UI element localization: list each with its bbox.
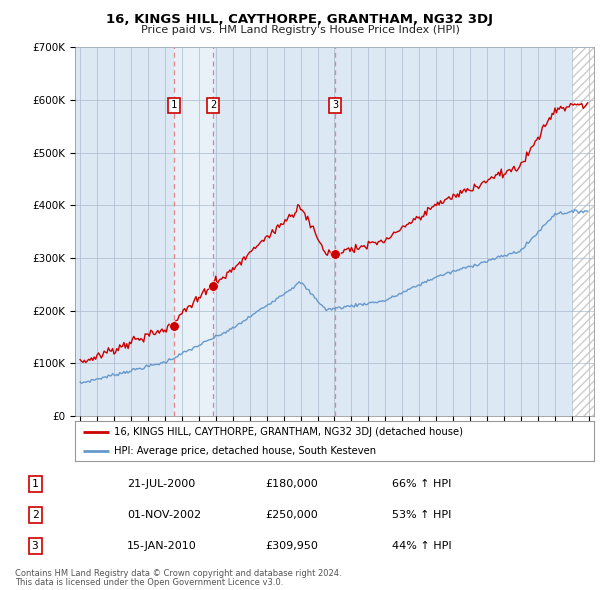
Text: 16, KINGS HILL, CAYTHORPE, GRANTHAM, NG32 3DJ (detached house): 16, KINGS HILL, CAYTHORPE, GRANTHAM, NG3… — [114, 428, 463, 438]
Text: £309,950: £309,950 — [265, 541, 319, 551]
Text: 44% ↑ HPI: 44% ↑ HPI — [392, 541, 452, 551]
Text: 15-JAN-2010: 15-JAN-2010 — [127, 541, 197, 551]
Text: £250,000: £250,000 — [265, 510, 318, 520]
Text: 66% ↑ HPI: 66% ↑ HPI — [392, 478, 452, 489]
Text: Price paid vs. HM Land Registry's House Price Index (HPI): Price paid vs. HM Land Registry's House … — [140, 25, 460, 35]
Text: 3: 3 — [32, 541, 38, 551]
Text: 3: 3 — [332, 100, 338, 110]
Bar — [174, 47, 213, 416]
Text: 01-NOV-2002: 01-NOV-2002 — [127, 510, 202, 520]
Text: Contains HM Land Registry data © Crown copyright and database right 2024.: Contains HM Land Registry data © Crown c… — [15, 569, 341, 578]
Text: This data is licensed under the Open Government Licence v3.0.: This data is licensed under the Open Gov… — [15, 578, 283, 587]
Bar — [572, 47, 600, 416]
Text: HPI: Average price, detached house, South Kesteven: HPI: Average price, detached house, Sout… — [114, 447, 376, 456]
Text: 53% ↑ HPI: 53% ↑ HPI — [392, 510, 452, 520]
Text: 1: 1 — [171, 100, 177, 110]
Text: 2: 2 — [32, 510, 38, 520]
Text: £180,000: £180,000 — [265, 478, 318, 489]
Text: 21-JUL-2000: 21-JUL-2000 — [127, 478, 196, 489]
Text: 1: 1 — [32, 478, 38, 489]
Text: 16, KINGS HILL, CAYTHORPE, GRANTHAM, NG32 3DJ: 16, KINGS HILL, CAYTHORPE, GRANTHAM, NG3… — [107, 13, 493, 26]
Text: 2: 2 — [210, 100, 216, 110]
Bar — [572, 47, 600, 416]
